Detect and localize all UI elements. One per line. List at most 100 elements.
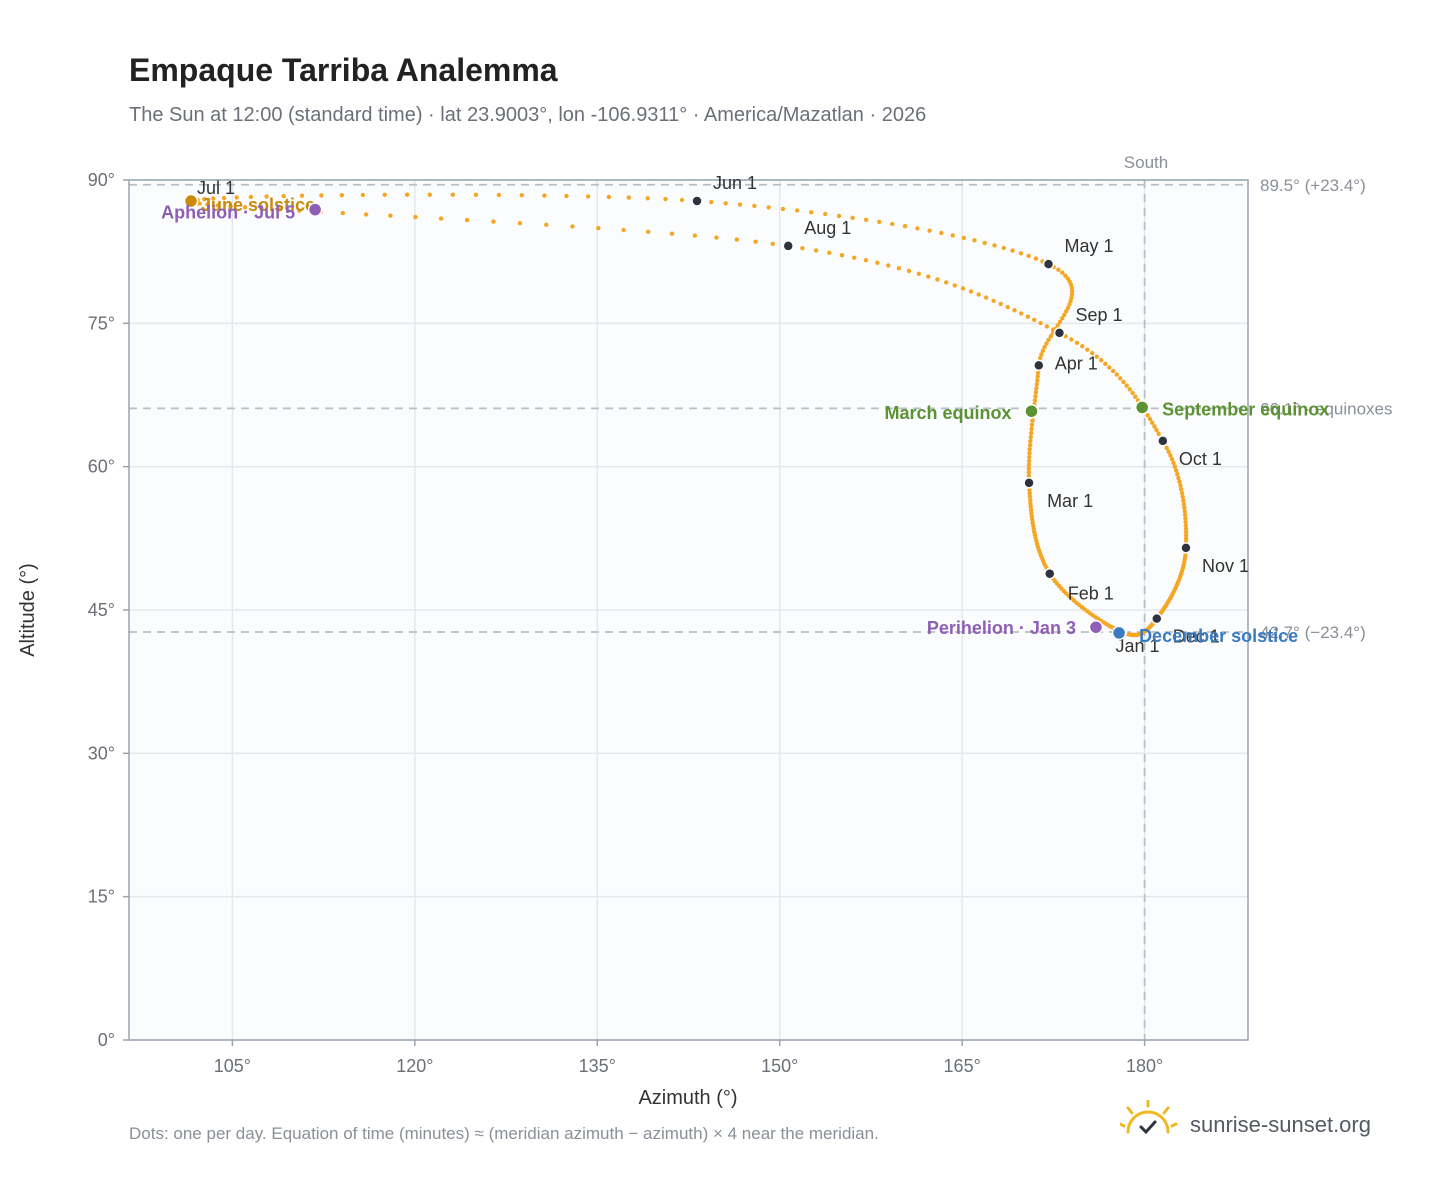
daily-dot (1067, 302, 1072, 307)
daily-dot (1030, 418, 1035, 423)
daily-dot (1166, 449, 1171, 454)
daily-dot (939, 230, 944, 236)
daily-dot (360, 192, 366, 198)
chart-subtitle: The Sun at 12:00 (standard time) · lat 2… (129, 104, 927, 126)
reference-line-label: 89.5° (+23.4°) (1260, 176, 1366, 195)
daily-dot (1183, 530, 1189, 535)
daily-dot (961, 235, 966, 241)
daily-dot (626, 195, 631, 200)
daily-dot (1183, 519, 1188, 525)
daily-dot (1056, 267, 1061, 272)
event-label: December solstice (1139, 626, 1298, 646)
x-axis-ticks: 105° 120° 135° 150° 165° 180° (214, 1040, 1163, 1076)
event-label: Aphelion · Jul 5 (161, 203, 295, 223)
daily-dot (382, 192, 387, 197)
y-axis-ticks: 0° 15° 30° 45° 60° 75° 90° (88, 170, 129, 1050)
brand-logo[interactable]: sunrise-sunset.org (1120, 1100, 1420, 1150)
reference-line-label: 66.1° · equinoxes (1260, 399, 1393, 418)
daily-dot (998, 301, 1003, 307)
daily-dot (663, 196, 668, 202)
month-marker (691, 195, 703, 207)
daily-dot (1114, 372, 1120, 377)
footnote: Dots: one per day. Equation of time (min… (129, 1124, 879, 1143)
y-tick-label: 45° (88, 600, 115, 620)
daily-dot (1183, 526, 1189, 531)
event-marker (183, 193, 199, 209)
daily-dot (234, 195, 239, 200)
daily-dot (1001, 245, 1006, 251)
month-marker-label: Nov 1 (1202, 556, 1249, 576)
daily-dot (1018, 251, 1024, 256)
daily-dot (896, 266, 902, 271)
daily-dot (1028, 504, 1033, 509)
daily-dot (916, 271, 921, 276)
daily-dot (1012, 308, 1017, 313)
daily-dot (340, 210, 345, 216)
daily-dot (1147, 416, 1153, 422)
daily-dot (1150, 420, 1155, 425)
month-marker-label: Jun 1 (713, 173, 757, 193)
daily-dot (438, 216, 444, 221)
daily-dot (1032, 398, 1038, 403)
daily-dot (1033, 394, 1038, 399)
daily-dot (1183, 536, 1189, 541)
daily-dot (1029, 514, 1035, 519)
event-label: September equinox (1162, 399, 1329, 419)
daily-dot (1035, 378, 1040, 383)
daily-dot (1183, 516, 1188, 521)
x-axis-label: Azimuth (°) (638, 1087, 737, 1109)
daily-dot (1055, 323, 1060, 328)
daily-dot (388, 213, 393, 218)
daily-dot (968, 289, 974, 294)
daily-dot (228, 204, 233, 209)
daily-dot (877, 219, 882, 225)
daily-dot (1005, 304, 1010, 310)
daily-dot (264, 194, 269, 199)
daily-dot (875, 260, 880, 265)
daily-dot (1130, 390, 1135, 396)
daily-dot (1069, 337, 1074, 342)
event-marker (1111, 625, 1127, 641)
event-marker (307, 202, 323, 217)
daily-dot (1182, 505, 1187, 510)
daily-dot (1178, 483, 1183, 488)
daily-dot (1090, 351, 1095, 356)
daily-dot (1060, 316, 1065, 321)
daily-dot (281, 193, 286, 199)
daily-dot (1027, 491, 1032, 496)
daily-dot (277, 207, 282, 212)
daily-dot (902, 224, 908, 229)
daily-dot (863, 217, 869, 222)
y-tick-label: 15° (88, 887, 115, 907)
daily-dot (972, 238, 977, 243)
daily-dot (1127, 387, 1132, 392)
daily-dot (1183, 533, 1189, 538)
daily-dot (960, 286, 966, 291)
daily-dot (1069, 295, 1074, 300)
daily-dot (1026, 473, 1032, 478)
daily-dot (248, 194, 254, 200)
daily-dot (1027, 442, 1033, 448)
daily-dot (1145, 413, 1150, 418)
daily-dot (1028, 507, 1034, 513)
daily-dot (709, 199, 714, 205)
daily-dot (363, 212, 369, 217)
x-tick-label: 120° (396, 1056, 433, 1076)
daily-dot (952, 283, 957, 288)
daily-dot (886, 263, 891, 268)
daily-dot (1176, 475, 1181, 481)
daily-dot (1182, 509, 1188, 514)
daily-dot (1028, 501, 1033, 506)
daily-dot (926, 274, 931, 279)
daily-dot (679, 197, 685, 203)
month-marker (782, 240, 794, 252)
daily-dot (1169, 457, 1175, 462)
daily-dot (1042, 344, 1047, 350)
daily-dot (1026, 470, 1032, 475)
daily-dot (1064, 309, 1069, 314)
daily-dot (1164, 445, 1170, 451)
daily-dot (1065, 276, 1071, 281)
daily-dot (1133, 394, 1138, 399)
event-marker (1134, 400, 1150, 415)
